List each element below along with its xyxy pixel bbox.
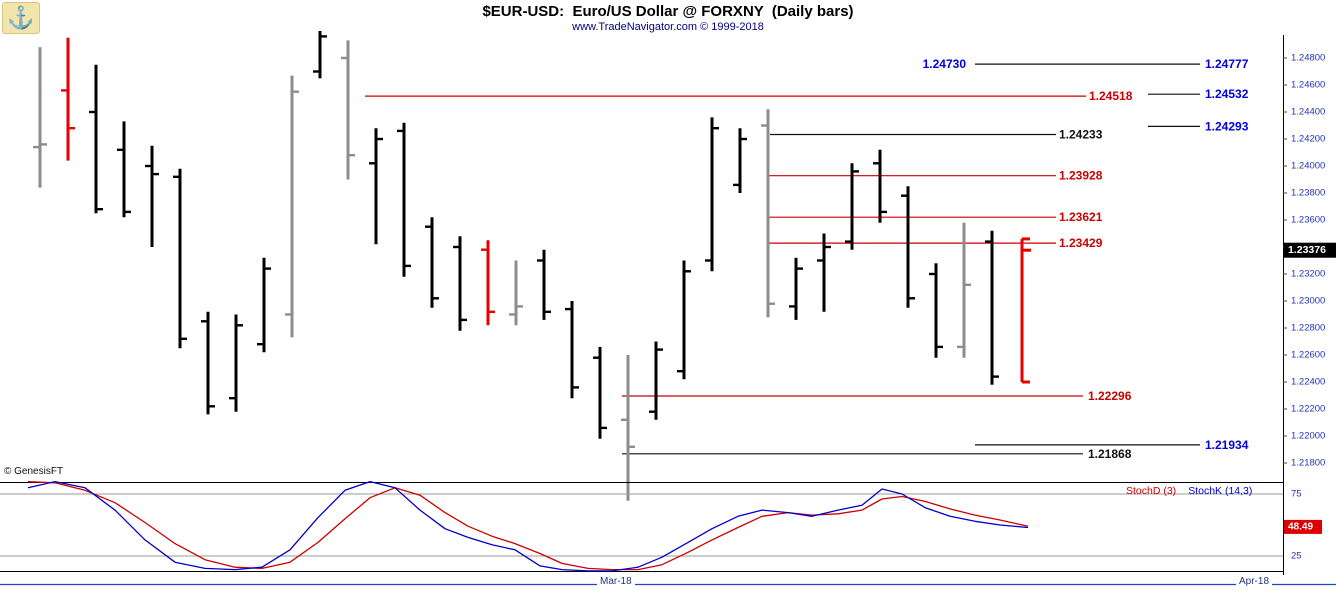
ohlc-bar: [481, 240, 495, 326]
month-label: Apr-18: [1236, 576, 1273, 587]
price-axis-label: 1.22000: [1291, 431, 1325, 442]
ohlc-bar: [61, 37, 75, 161]
ohlc-bar: [957, 222, 971, 358]
month-label: Mar-18: [597, 576, 635, 587]
stochk-line: [27, 480, 1029, 572]
ohlc-bar: [285, 75, 299, 338]
ohlc-bar: [201, 311, 215, 415]
ohlc-bar: [117, 121, 131, 218]
level-label: 1.24532: [1205, 87, 1249, 101]
stoch-value-badge: [1284, 519, 1322, 534]
level-label: 1.24293: [1205, 119, 1249, 133]
ohlc-bar: [453, 236, 467, 331]
ohlc-bar: [705, 117, 719, 272]
level-label: 1.23429: [1059, 236, 1103, 250]
price-axis-label: 1.23800: [1291, 188, 1325, 199]
price-axis-label: 1.24200: [1291, 134, 1325, 145]
ohlc-bar: [789, 257, 803, 320]
level-label: 1.24777: [1205, 57, 1249, 71]
price-axis-label: 1.24800: [1291, 53, 1325, 64]
ohlc-bar: [929, 263, 943, 358]
date-axis[interactable]: [0, 575, 1336, 591]
chart-title: $EUR-USD: Euro/US Dollar @ FORXNY (Daily…: [482, 3, 854, 20]
ohlc-bar: [677, 260, 691, 380]
ohlc-bar: [229, 314, 243, 412]
genesis-watermark: © GenesisFT: [4, 466, 64, 477]
ohlc-bar: [173, 168, 187, 349]
current-price-badge: [1284, 242, 1336, 258]
price-axis-label: 1.22200: [1291, 404, 1325, 415]
level-label: 1.22296: [1088, 389, 1132, 403]
price-axis-label: 1.22600: [1291, 350, 1325, 361]
ohlc-bar: [593, 346, 607, 439]
ohlc-bar: [733, 128, 747, 193]
level-label: 1.24233: [1059, 128, 1103, 142]
ohlc-bar: [537, 249, 551, 320]
ohlc-bar: [845, 163, 859, 250]
level-label: 1.21868: [1088, 447, 1132, 461]
anchor-logo-icon: ⚓: [2, 2, 40, 34]
level-label: 1.23928: [1059, 169, 1103, 183]
chart-subtitle: www.TradeNavigator.com © 1999-2018: [572, 21, 764, 33]
price-axis-label: 1.23000: [1291, 296, 1325, 307]
price-axis-label: 1.24400: [1291, 107, 1325, 118]
ohlc-bar: [313, 31, 327, 79]
ohlc-bar: [145, 145, 159, 247]
ohlc-bar: [369, 128, 383, 245]
price-axis-label: 1.21800: [1291, 458, 1325, 469]
level-label: 1.24518: [1089, 89, 1133, 103]
ohlc-bar: [761, 109, 775, 318]
price-axis-label: 1.24600: [1291, 80, 1325, 91]
level-label: 1.23621: [1059, 210, 1103, 224]
ohlc-bar: [873, 149, 887, 223]
price-axis-label: 1.22800: [1291, 323, 1325, 334]
indicator-legend: StochD (3) StochK (14,3): [1126, 485, 1252, 497]
ohlc-bar: [257, 257, 271, 353]
stochk-legend-label[interactable]: StochK (14,3): [1188, 485, 1253, 497]
ohlc-bar: [89, 64, 103, 214]
ohlc-bar: [565, 301, 579, 399]
price-axis-label: 1.24000: [1291, 161, 1325, 172]
ohlc-bar: [985, 230, 999, 385]
stoch-axis-label: 75: [1291, 489, 1302, 500]
ohlc-bar: [397, 122, 411, 277]
stochd-line: [27, 480, 1029, 571]
ohlc-bar: [1020, 237, 1031, 384]
stoch-axis-label: 25: [1291, 551, 1302, 562]
current-price-text: 1.23376: [1288, 244, 1326, 256]
ohlc-bar: [33, 47, 47, 188]
price-axis-label: 1.23600: [1291, 215, 1325, 226]
ohlc-bar: [621, 355, 635, 501]
ohlc-bar: [425, 217, 439, 308]
indicator-panel[interactable]: [0, 482, 1283, 572]
ohlc-bar: [649, 341, 663, 420]
price-axis-label: 1.23200: [1291, 269, 1325, 280]
price-axis-label: 1.22400: [1291, 377, 1325, 388]
level-label: 1.21934: [1205, 438, 1249, 452]
stochd-legend-label[interactable]: StochD (3): [1126, 485, 1177, 497]
level-label: 1.24730: [923, 57, 967, 71]
ohlc-bar: [509, 260, 523, 326]
ohlc-bar: [341, 40, 355, 180]
stoch-value-text: 48.49: [1288, 521, 1313, 532]
ohlc-bar: [901, 186, 915, 308]
ohlc-bar: [817, 233, 831, 312]
